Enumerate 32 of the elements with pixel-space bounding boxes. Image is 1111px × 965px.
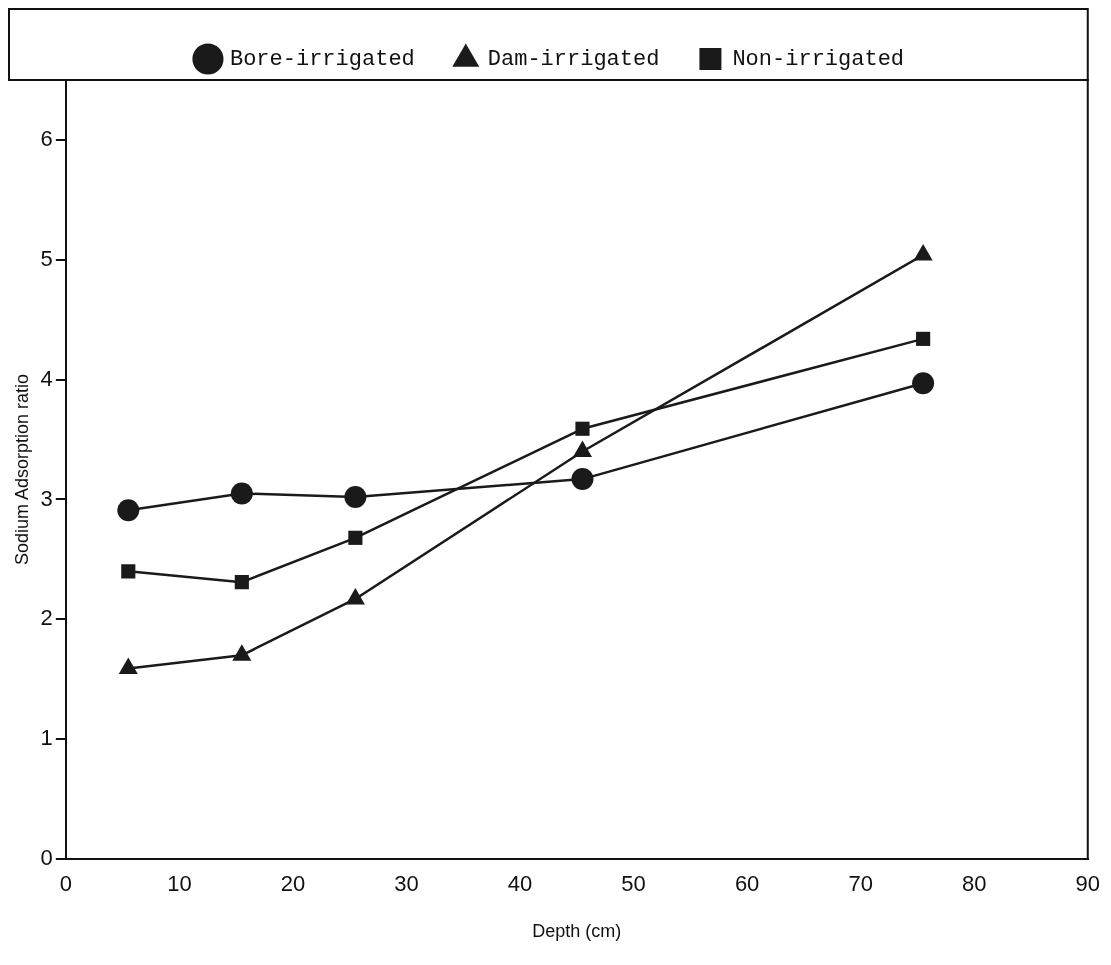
y-tick-label: 4 — [40, 365, 53, 391]
y-tick-label: 2 — [40, 605, 53, 631]
point — [117, 499, 140, 522]
y-tick-label: 1 — [40, 725, 53, 751]
x-tick-label: 30 — [394, 871, 419, 897]
point — [234, 575, 249, 590]
y-tick-label: 0 — [40, 845, 53, 871]
point — [916, 331, 931, 346]
x-tick-label: 0 — [59, 871, 72, 897]
x-tick-label: 20 — [280, 871, 306, 897]
point — [344, 486, 367, 509]
y-axis-title: Sodium Adsorption ratio — [11, 373, 32, 566]
point — [121, 564, 136, 579]
x-tick-label: 70 — [848, 871, 873, 897]
x-tick-label: 50 — [621, 871, 646, 897]
point — [575, 421, 590, 436]
y-tick-label: 6 — [40, 125, 53, 151]
point — [912, 372, 935, 395]
x-tick-label: 10 — [167, 871, 192, 897]
x-axis-title: Depth (cm) — [532, 921, 622, 942]
y-tick-label: 3 — [40, 485, 53, 511]
x-tick-label: 80 — [961, 871, 987, 897]
legend-label: Dam-irrigated — [487, 46, 660, 72]
point — [230, 482, 253, 505]
legend-label: Bore-irrigated — [229, 46, 415, 72]
x-tick-label: 90 — [1075, 871, 1101, 897]
x-tick-label: 60 — [734, 871, 760, 897]
y-tick-label: 5 — [40, 245, 53, 271]
point — [348, 530, 363, 545]
x-tick-label: 40 — [507, 871, 533, 897]
point — [571, 468, 594, 491]
legend-label: Non-irrigated — [732, 46, 905, 72]
